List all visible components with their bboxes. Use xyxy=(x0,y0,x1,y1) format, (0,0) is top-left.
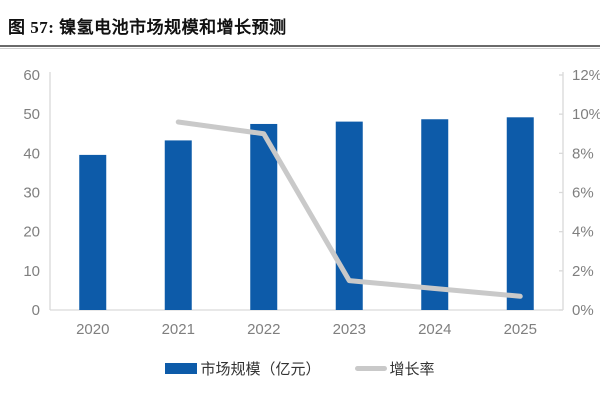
bar-2025 xyxy=(506,117,534,310)
left-axis-tick-label: 40 xyxy=(23,145,40,162)
left-axis-tick-label: 60 xyxy=(23,67,40,84)
legend-label-growth-rate: 增长率 xyxy=(389,361,435,378)
x-axis-label-2024: 2024 xyxy=(418,321,451,338)
left-axis-tick-label: 50 xyxy=(23,106,40,123)
figure-title: 图 57: 镍氢电池市场规模和增长预测 xyxy=(8,18,287,37)
left-axis-tick-label: 30 xyxy=(23,185,40,202)
header-rule-dark xyxy=(0,45,600,47)
right-axis-tick-label: 6% xyxy=(572,185,594,202)
chart-legend: 市场规模（亿元） 增长率 xyxy=(0,358,600,379)
legend-bar-swatch xyxy=(165,363,198,374)
legend-line-swatch xyxy=(354,366,387,371)
x-axis-label-2021: 2021 xyxy=(162,321,195,338)
x-axis-label-2020: 2020 xyxy=(76,321,109,338)
legend-label-market-size: 市场规模（亿元） xyxy=(200,361,321,378)
x-axis-label-2023: 2023 xyxy=(333,321,366,338)
right-axis-tick-label: 0% xyxy=(572,302,594,319)
header-rule-light xyxy=(0,48,600,49)
right-axis-tick-label: 2% xyxy=(572,263,594,280)
bar-2020 xyxy=(79,154,107,310)
right-axis-tick-label: 10% xyxy=(572,106,600,123)
figure-header: 图 57: 镍氢电池市场规模和增长预测 xyxy=(0,0,600,49)
right-axis-tick-label: 12% xyxy=(572,67,600,84)
right-axis-tick-label: 4% xyxy=(572,224,594,241)
left-axis-tick-label: 0 xyxy=(32,302,40,319)
growth-rate-line xyxy=(175,119,523,299)
left-axis-tick-label: 20 xyxy=(23,224,40,241)
bar-2022 xyxy=(250,123,278,310)
bar-2021 xyxy=(164,140,192,310)
right-axis-tick-label: 8% xyxy=(572,145,594,162)
x-axis-label-2022: 2022 xyxy=(247,321,280,338)
legend-item-market-size: 市场规模（亿元） xyxy=(165,358,321,379)
legend-item-growth-rate: 增长率 xyxy=(354,358,435,379)
bar-2024 xyxy=(421,119,449,310)
x-axis-label-2025: 2025 xyxy=(504,321,537,338)
left-axis-tick-label: 10 xyxy=(23,263,40,280)
